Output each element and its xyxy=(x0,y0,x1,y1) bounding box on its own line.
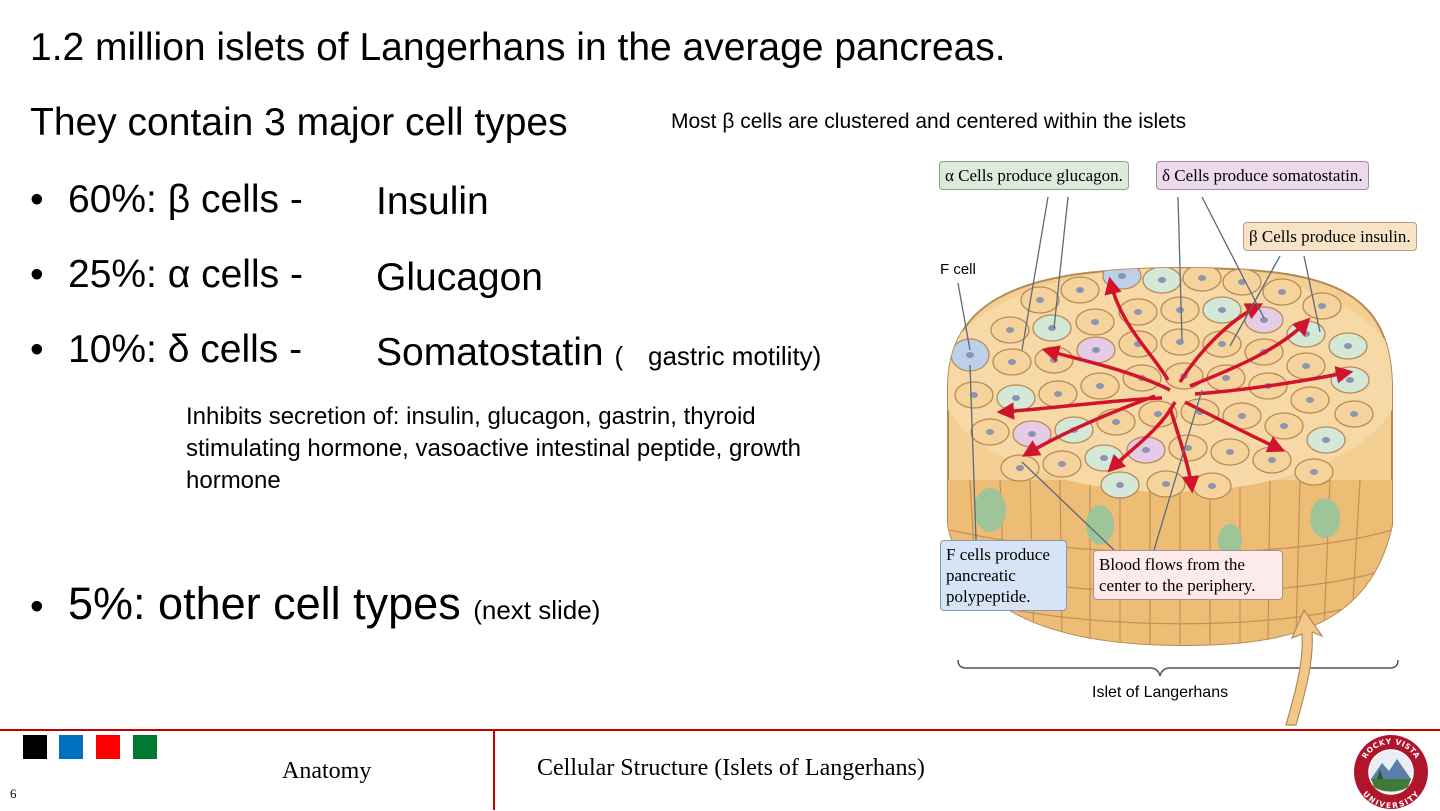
color-square-green xyxy=(133,735,157,759)
hormone-somatostatin: Somatostatin ( gastric motility) xyxy=(376,331,821,375)
beta-cells-note: Most β cells are clustered and centered … xyxy=(671,110,1187,133)
blood-flow-callout: Blood flows from the center to the perip… xyxy=(1093,550,1283,600)
gastric-motility-note: gastric motility) xyxy=(647,341,822,371)
f-cells-callout: F cells produce pancreatic polypeptide. xyxy=(940,540,1067,611)
delta-cells-callout: δ Cells produce somatostatin. xyxy=(1156,161,1369,190)
footer-course: Anatomy xyxy=(282,758,372,784)
footer-topic: Cellular Structure (Islets of Langerhans… xyxy=(537,755,925,781)
bullet-other-cells: • 5%: other cell types (next slide) xyxy=(30,578,600,630)
bullet-label: 5%: other cell types xyxy=(68,578,461,629)
color-square-red xyxy=(96,735,120,759)
next-slide-note: (next slide) xyxy=(473,595,601,625)
paren-open: ( xyxy=(614,341,624,371)
bullet-alpha-cells: • 25%: α cells - xyxy=(30,253,303,297)
bullet-symbol: • xyxy=(30,178,44,221)
hormone-insulin: Insulin xyxy=(376,180,489,223)
bullet-symbol: • xyxy=(30,328,44,371)
slide-line-2: They contain 3 major cell types xyxy=(30,101,568,144)
footer-vertical-divider xyxy=(493,731,495,810)
bullet-beta-cells: • 60%: β cells - xyxy=(30,178,303,222)
f-cell-label: F cell xyxy=(940,261,976,278)
color-square-blue xyxy=(59,735,83,759)
bullet-label: 25%: α cells - xyxy=(68,253,303,296)
bullet-symbol: • xyxy=(30,585,44,628)
university-seal-logo: ROCKY VISTA UNIVERSITY xyxy=(1354,735,1428,810)
slide-line-1: 1.2 million islets of Langerhans in the … xyxy=(30,26,1006,69)
footer-divider xyxy=(0,729,1440,731)
page-number: 6 xyxy=(10,786,17,801)
alpha-cells-callout: α Cells produce glucagon. xyxy=(939,161,1129,190)
islet-label: Islet of Langerhans xyxy=(1092,684,1229,701)
bullet-label: 60%: β cells - xyxy=(68,178,303,221)
bullet-symbol: • xyxy=(30,253,44,296)
bullet-delta-cells: • 10%: δ cells - xyxy=(30,328,302,372)
hormone-name: Somatostatin xyxy=(376,331,604,374)
inhibits-text: Inhibits secretion of: insulin, glucagon… xyxy=(186,403,801,494)
bullet-label: 10%: δ cells - xyxy=(68,328,303,371)
color-square-black xyxy=(23,735,47,759)
hormone-glucagon: Glucagon xyxy=(376,256,543,299)
beta-cells-callout: β Cells produce insulin. xyxy=(1243,222,1417,251)
